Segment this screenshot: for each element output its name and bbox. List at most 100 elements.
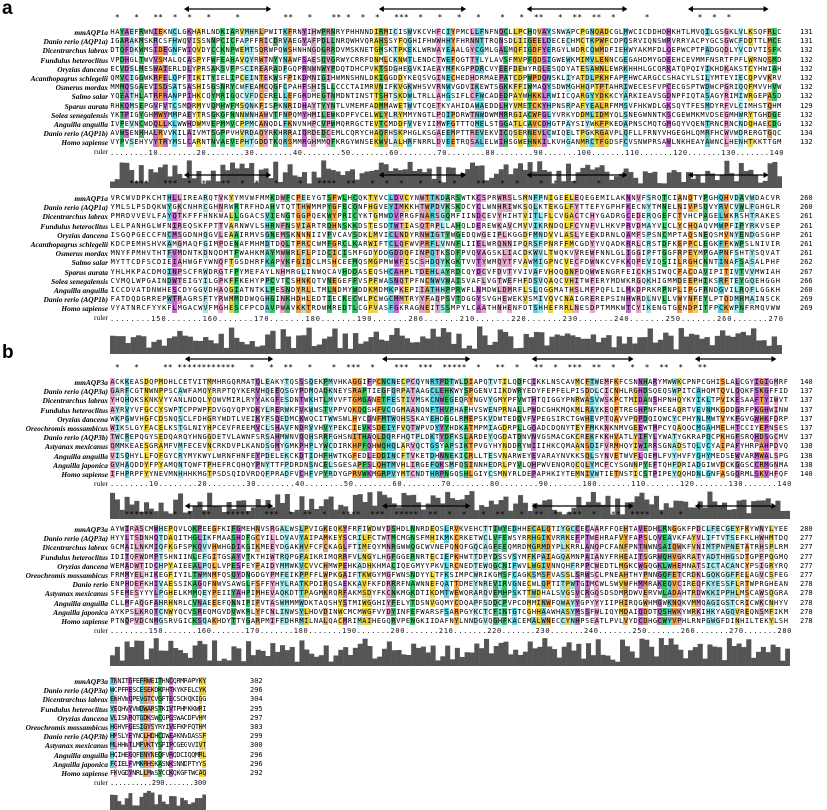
- end-position: 262: [800, 258, 813, 267]
- conservation-bar: [294, 661, 300, 667]
- end-position: 131: [800, 28, 813, 36]
- conservation-bar: [314, 509, 320, 520]
- helix-arrow-head: [378, 172, 384, 178]
- end-position: 304: [250, 695, 263, 704]
- conservation-bar: [115, 335, 121, 354]
- conservation-bar: [576, 497, 582, 520]
- conservation-bar: [551, 182, 557, 188]
- conservation-bar: [746, 513, 752, 520]
- species-name: Dicentrarchus labrax: [42, 695, 109, 705]
- sequence-row: QMMKEAESGRAMFVMFECEVNCRKDVPLKANDSGMYGMKP…: [110, 442, 788, 451]
- conservation-bar: [139, 511, 145, 520]
- conservation-bar: [124, 641, 130, 667]
- conservation-bar: [765, 498, 771, 520]
- conservation-bar: [734, 180, 739, 188]
- species-name: Sparus aurata: [64, 267, 108, 277]
- end-position: 261: [800, 230, 813, 239]
- conservation-bar: [683, 658, 689, 667]
- conservation-bar: [426, 168, 432, 188]
- conservation-bar: [621, 343, 628, 354]
- sequence-row: MLHHWTLMFVKTYSPIPCGEGVVIVT: [110, 741, 206, 750]
- ruler-label: ruler: [94, 778, 108, 788]
- conservation-bar: [129, 504, 135, 520]
- end-position: 277: [800, 570, 813, 579]
- conservation-bar: [590, 169, 595, 188]
- conservation-bar: [440, 327, 447, 354]
- conservation-bar: [508, 654, 514, 667]
- conservation-bar: [571, 507, 577, 520]
- conservation-bar: [333, 509, 339, 520]
- conservation-bar: [489, 177, 495, 188]
- conservation-bar: [581, 658, 587, 667]
- conservation-bar: [328, 661, 334, 667]
- conservation-bar: [430, 328, 436, 354]
- conservation-bar: [719, 329, 726, 354]
- end-position: 278: [800, 589, 813, 598]
- conservation-bar: [153, 171, 159, 188]
- conservation-bar: [114, 647, 120, 667]
- species-name: mmAQP1a: [74, 194, 108, 203]
- conservation-bar: [416, 648, 422, 667]
- conservation-bar: [263, 168, 269, 188]
- conservation-bar: [192, 645, 198, 667]
- conservation-bar: [474, 510, 480, 520]
- helix-arrow-head: [526, 172, 532, 178]
- conservation-bar: [466, 345, 473, 354]
- conservation-bar: [255, 649, 261, 667]
- species-name: Dicentrarchus labrax: [42, 46, 109, 56]
- end-positions: 131 131 132 132 132 132 132 132 129 132 132 134 132: [800, 28, 813, 147]
- sequence-row: AYKPSLKRQTCNWYQCVSREQMGVDVWKRLYFCNLINWSY…: [110, 607, 788, 617]
- conservation-bar: [382, 648, 388, 667]
- conservation-bar: [657, 182, 663, 188]
- conservation-bar: [316, 344, 323, 354]
- conservation-bar: [564, 333, 571, 354]
- sequence-row: YQEATHLATRFRANPPIHKCQYMRIGQCVFDCERELLEFG…: [110, 92, 782, 101]
- sequence-row: VYPVSEHYVYTRYMSLCARNTNVAEVEPHTGDDTKQRSMM…: [110, 138, 782, 147]
- conservation-bar: [532, 503, 538, 520]
- conservation-bar: [776, 344, 782, 354]
- conservation-bar: [600, 655, 606, 667]
- conservation-bar: [144, 659, 150, 667]
- end-position: 260: [800, 203, 813, 212]
- conservation-bar: [624, 646, 630, 667]
- sequence-row: HAYAEFRWNIEKNCLGKHARLNDKIARVMHRLPWITKFRN…: [110, 28, 782, 37]
- conservation-bar: [335, 171, 341, 188]
- panel-b-label: b: [2, 342, 14, 363]
- species-names: mmAQP1a Danio rerio (AQP1a) Dicentrarchus …: [0, 28, 108, 157]
- conservation-bar: [311, 345, 317, 354]
- conservation-bar: [182, 512, 188, 520]
- conservation-bar: [756, 340, 762, 354]
- conservation-bar: [559, 335, 566, 354]
- conservation-bar: [120, 335, 126, 354]
- conservation-bar: [454, 500, 460, 520]
- conservation-bar: [484, 507, 490, 520]
- conservation-bar: [318, 506, 324, 520]
- conservation-bar: [409, 342, 416, 354]
- conservation-bar: [743, 170, 749, 188]
- ruler-label: ruler: [94, 313, 108, 323]
- conservation-bar: [736, 643, 742, 667]
- conservation-bar: [192, 506, 198, 520]
- conservation-bar: [314, 656, 320, 667]
- helix-arrow-head: [687, 6, 693, 12]
- conservation-bar: [642, 170, 648, 188]
- conservation-bar: [254, 182, 259, 188]
- conservation-bar: [435, 498, 441, 520]
- conservation-bar: [549, 336, 555, 354]
- end-position: 137: [800, 387, 813, 396]
- conservation-bar: [633, 177, 639, 188]
- conservation-bar: [292, 175, 298, 188]
- conservation-bar: [746, 639, 752, 667]
- conservation-bar: [177, 330, 183, 354]
- conservation-bar: [459, 657, 465, 667]
- species-name: Danio rerio (AQP3a): [43, 387, 108, 397]
- sequence-row: DTQFDKWMSIDEGNFWIQVDYCCKNPWEMTSQRWPQWSHN…: [110, 46, 782, 55]
- conservation-bar: [369, 170, 375, 188]
- species-name: Oryzias dancena: [57, 414, 108, 424]
- conservation-bar: [393, 167, 399, 188]
- conservation-bar: [357, 494, 363, 520]
- conservation-bar: [220, 164, 226, 188]
- conservation-bar: [333, 655, 339, 667]
- conservation-bar: [399, 335, 405, 354]
- species-name: Fundulus heteroclitus: [40, 704, 108, 714]
